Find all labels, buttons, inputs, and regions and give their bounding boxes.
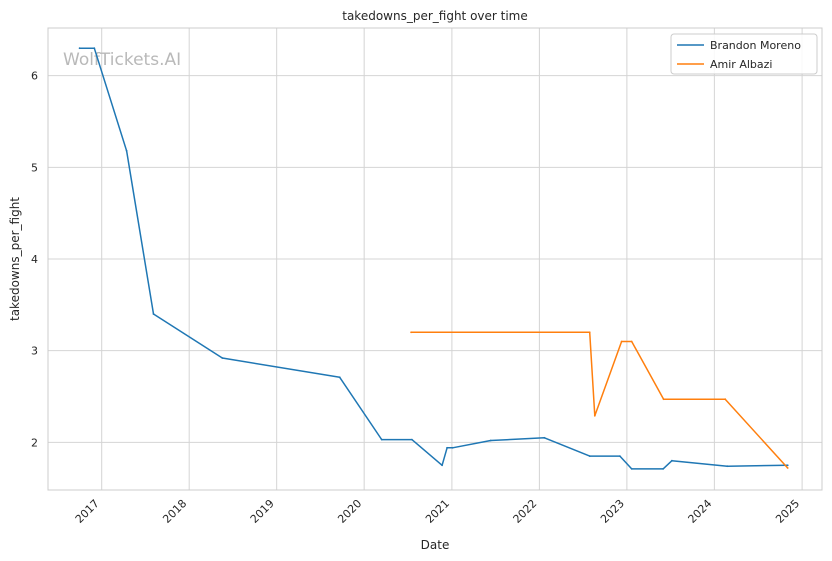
data-point-brandon-moreno	[152, 313, 155, 315]
data-point-amir-albazi	[630, 340, 633, 343]
series-line-brandon-moreno	[79, 47, 788, 470]
data-point-brandon-moreno	[619, 455, 621, 457]
x-tick-label: 2025	[773, 497, 802, 526]
y-tick-label: 4	[31, 253, 38, 266]
data-point-brandon-moreno	[671, 459, 673, 462]
data-point-amir-albazi	[662, 398, 665, 401]
data-point-brandon-moreno	[588, 455, 591, 457]
series-line-amir-albazi	[411, 331, 789, 469]
data-point-brandon-moreno	[411, 438, 413, 441]
chart-title: takedowns_per_fight over time	[342, 9, 528, 23]
data-point-brandon-moreno	[441, 464, 443, 467]
data-point-brandon-moreno	[489, 439, 492, 442]
x-tick-label: 2022	[511, 497, 540, 526]
data-point-brandon-moreno	[786, 464, 789, 467]
data-point-brandon-moreno	[726, 465, 729, 468]
data-point-brandon-moreno	[338, 376, 341, 379]
data-point-brandon-moreno	[630, 468, 633, 470]
data-point-brandon-moreno	[93, 47, 96, 50]
grid-lines	[48, 28, 822, 490]
data-point-amir-albazi	[786, 467, 789, 469]
x-tick-label: 2024	[686, 497, 715, 526]
data-point-amir-albazi	[588, 331, 591, 334]
series-lines	[78, 47, 789, 470]
x-tick-label: 2018	[160, 497, 189, 526]
tick-labels: 2017 2018 2019 2020 2021 2022 2023 2024 2025 2 3 4 5…	[31, 70, 802, 526]
x-tick-label: 2017	[73, 497, 102, 526]
legend-label-amir-albazi: Amir Albazi	[710, 58, 772, 71]
data-point-brandon-moreno	[446, 446, 448, 449]
data-point-amir-albazi	[620, 340, 623, 343]
x-tick-label: 2019	[248, 497, 277, 526]
y-tick-label: 6	[31, 70, 38, 83]
data-point-brandon-moreno	[125, 149, 128, 152]
y-tick-label: 3	[31, 345, 38, 358]
data-point-brandon-moreno	[543, 436, 546, 439]
y-tick-label: 2	[31, 436, 38, 449]
y-tick-label: 5	[31, 161, 38, 174]
data-point-amir-albazi	[410, 331, 412, 334]
legend-box	[670, 33, 818, 75]
x-tick-label: 2023	[598, 497, 627, 526]
x-axis-label: Date	[421, 538, 450, 552]
data-point-brandon-moreno	[451, 446, 454, 449]
data-point-amir-albazi	[593, 414, 596, 417]
x-tick-label: 2021	[423, 497, 452, 526]
legend: Brandon Moreno Amir Albazi	[670, 33, 818, 75]
data-point-brandon-moreno	[78, 47, 81, 50]
plot-frame	[47, 27, 823, 491]
x-tick-label: 2020	[335, 497, 364, 526]
data-point-brandon-moreno	[662, 468, 664, 470]
watermark: WolfTickets.AI	[63, 50, 181, 70]
data-point-amir-albazi	[724, 398, 727, 401]
legend-label-brandon-moreno: Brandon Moreno	[710, 39, 801, 52]
data-point-brandon-moreno	[221, 357, 224, 359]
data-point-brandon-moreno	[380, 438, 383, 441]
y-axis-label: takedowns_per_fight	[8, 197, 22, 321]
